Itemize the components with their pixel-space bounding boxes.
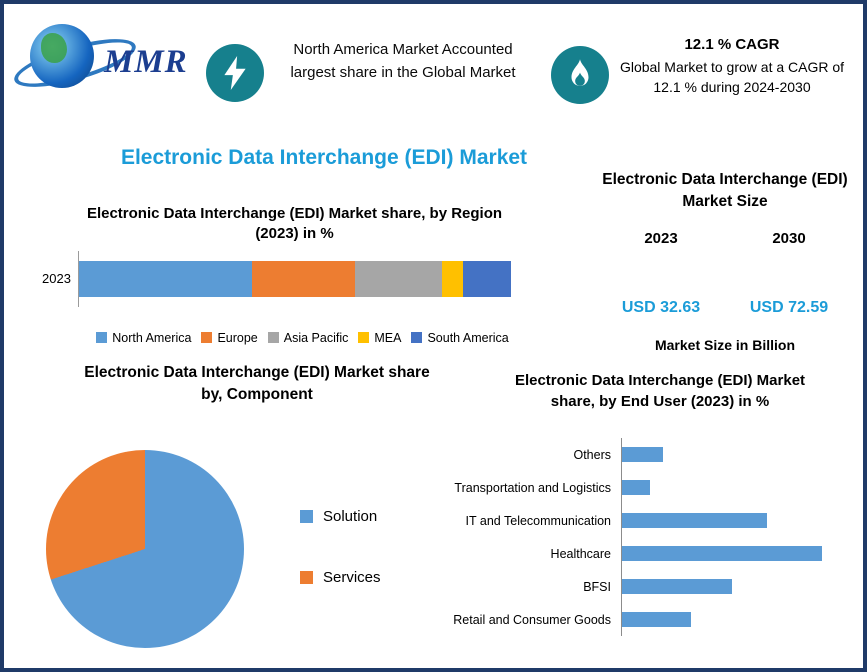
component-chart-title: Electronic Data Interchange (EDI) Market… <box>84 364 430 403</box>
end-user-bars <box>621 438 861 636</box>
cagr-value: 12.1 % CAGR <box>684 36 780 53</box>
end-user-category-retail-and-consumer-goods: Retail and Consumer Goods <box>453 612 611 627</box>
legend-item-north-america: North America <box>96 331 191 345</box>
legend-item-services: Services <box>300 569 381 586</box>
legend-item-europe: Europe <box>201 330 258 345</box>
end-user-bar-row <box>622 471 861 504</box>
end-user-share-chart: Electronic Data Interchange (EDI) Market… <box>453 370 861 636</box>
region-bar-segment-north-america <box>79 260 252 297</box>
legend-item-south-america: South America <box>411 330 509 345</box>
end-user-chart-title: Electronic Data Interchange (EDI) Market… <box>514 372 806 410</box>
region-stacked-bar <box>79 260 511 297</box>
market-size-panel: Electronic Data Interchange (EDI) Market… <box>597 169 853 353</box>
highlight-share-text: North America Market Accounted largest s… <box>290 41 516 82</box>
component-share-chart: Electronic Data Interchange (EDI) Market… <box>42 362 472 654</box>
flame-icon <box>571 59 589 86</box>
end-user-bar-healthcare <box>622 546 822 561</box>
end-user-bar-row <box>622 570 861 603</box>
market-size-unit: Market Size in Billion <box>654 337 796 354</box>
region-bar-segment-asia-pacific <box>355 260 442 297</box>
value-2030: USD 72.59 <box>749 299 829 317</box>
region-chart-plot: 2023 <box>42 250 527 307</box>
legend-label: Asia Pacific <box>283 330 349 345</box>
year-2030-label: 2030 <box>772 230 806 248</box>
legend-label: Services <box>323 569 381 586</box>
end-user-bar-it-and-telecommunication <box>622 513 767 528</box>
end-user-bar-row <box>622 603 861 636</box>
end-user-bar-row <box>622 537 861 570</box>
page-title: Electronic Data Interchange (EDI) Market <box>120 146 528 169</box>
legend-label: Europe <box>217 330 258 345</box>
end-user-category-healthcare: Healthcare <box>550 546 611 561</box>
end-user-category-others: Others <box>573 447 611 462</box>
region-bar-segment-europe <box>251 260 356 297</box>
region-bar-segment-south-america <box>463 260 511 297</box>
legend-label: North America <box>112 330 192 345</box>
end-user-bar-row <box>622 438 861 471</box>
lightning-badge <box>206 44 264 102</box>
end-user-category-labels: Others Transportation and Logistics IT and… <box>453 438 621 636</box>
highlight-cagr: 12.1 % CAGR Global Market to grow at a C… <box>616 36 848 98</box>
market-size-title: Electronic Data Interchange (EDI) Market… <box>602 171 848 210</box>
pie-chart <box>46 450 244 648</box>
flame-badge <box>551 46 609 104</box>
legend-swatch <box>358 332 370 343</box>
end-user-category-bfsi: BFSI <box>583 579 611 594</box>
market-size-years: 2023 2030 <box>597 230 853 247</box>
end-user-category-it-and-telecommunication: IT and Telecommunication <box>465 513 611 528</box>
mmr-logo: MMR <box>9 18 202 106</box>
legend-label: South America <box>427 330 509 345</box>
globe-icon <box>30 24 94 88</box>
end-user-plot: Others Transportation and Logistics IT and… <box>453 438 861 636</box>
end-user-category-transportation-and-logistics: Transportation and Logistics <box>454 480 611 495</box>
end-user-bar-bfsi <box>622 579 732 594</box>
legend-item-mea: MEA <box>358 331 401 345</box>
end-user-bar-others <box>622 447 663 462</box>
legend-item-solution: Solution <box>300 508 381 525</box>
region-chart-title: Electronic Data Interchange (EDI) Market… <box>86 205 503 243</box>
legend-swatch <box>96 332 108 343</box>
legend-swatch <box>300 571 313 584</box>
year-2023-label: 2023 <box>644 230 678 248</box>
value-2023: USD 32.63 <box>621 299 701 317</box>
end-user-bar-retail-and-consumer-goods <box>622 612 691 627</box>
component-legend: Solution Services <box>300 508 381 586</box>
region-axis <box>78 250 527 307</box>
legend-swatch <box>201 332 213 343</box>
cagr-text: Global Market to grow at a CAGR of 12.1 … <box>619 59 845 96</box>
legend-swatch <box>267 332 279 343</box>
legend-swatch <box>411 332 423 343</box>
end-user-bar-transportation-and-logistics <box>622 480 650 495</box>
legend-item-asia-pacific: Asia Pacific <box>267 330 349 345</box>
legend-label: MEA <box>374 330 402 345</box>
legend-label: Solution <box>323 508 378 525</box>
logo-text: MMR <box>104 44 188 80</box>
region-share-chart: Electronic Data Interchange (EDI) Market… <box>42 204 527 345</box>
market-size-values: USD 32.63 USD 72.59 <box>597 299 853 317</box>
end-user-bar-row <box>622 504 861 537</box>
region-category-label: 2023 <box>42 271 71 286</box>
legend-swatch <box>300 510 313 523</box>
lightning-icon <box>224 56 246 90</box>
region-bar-segment-mea <box>441 260 464 297</box>
region-legend: North America Europe Asia Pacific MEA South … <box>78 331 527 345</box>
